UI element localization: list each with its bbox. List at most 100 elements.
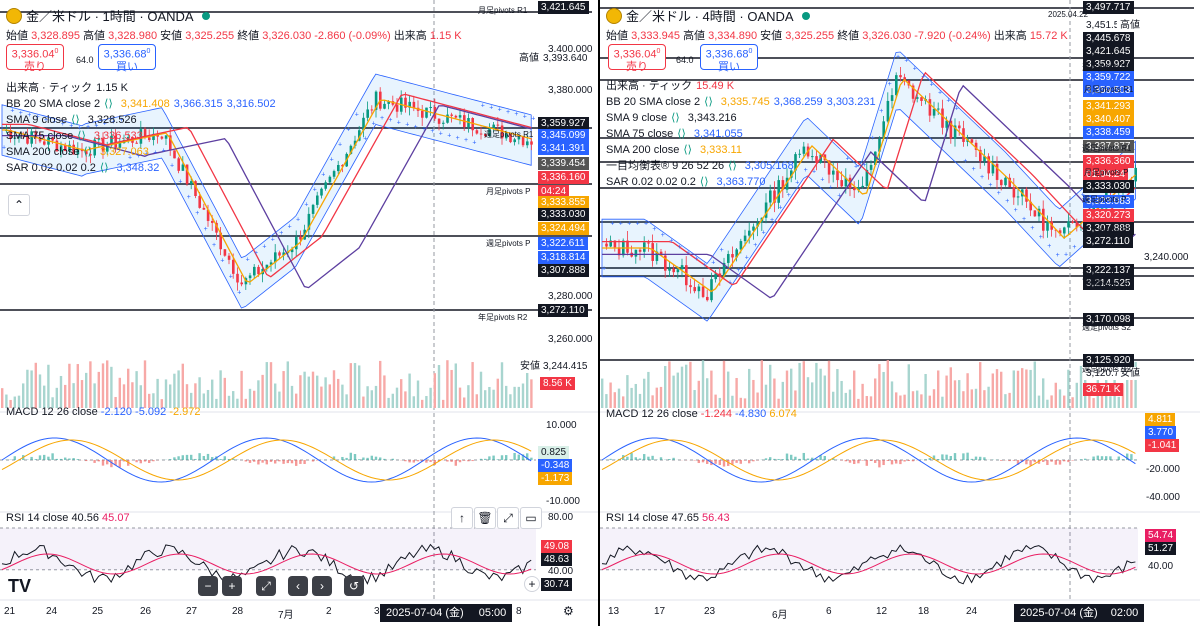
legend-row[interactable]: SAR 0.02 0.02 0.2 ⟨⟩ 3,363.770 bbox=[606, 174, 876, 190]
macd-histogram-bar bbox=[85, 460, 88, 462]
macd-axis-bottom: -10.000 bbox=[546, 496, 580, 507]
buy-button[interactable]: 3,336.680 買い bbox=[98, 44, 156, 73]
sell-button[interactable]: 3,336.040 売り bbox=[6, 44, 64, 73]
candle-body bbox=[509, 133, 512, 143]
macd-histogram-bar bbox=[463, 460, 466, 461]
time-axis-label: 7月 bbox=[278, 610, 294, 621]
candle-body bbox=[886, 100, 890, 122]
price-chart-4h[interactable]: + + + + + + + + + + + + + + + + + + + + + + + + + + + + + + + + + + + + + + + +… bbox=[600, 0, 1200, 626]
price-tag: 3,272.110 bbox=[538, 304, 588, 317]
macd-histogram-bar bbox=[47, 456, 50, 460]
collapse-legend-button[interactable]: ⌃ bbox=[8, 194, 30, 216]
eye-icon[interactable]: ⟨⟩ bbox=[699, 176, 709, 188]
candle-body bbox=[991, 163, 995, 174]
add-icon[interactable]: + bbox=[524, 576, 540, 592]
legend-row[interactable]: 一目均衡表® 9 26 52 26 ⟨⟩ 3,305.168 bbox=[606, 158, 876, 174]
zoom-in-button[interactable]: + bbox=[222, 576, 242, 596]
candle-body bbox=[219, 232, 222, 250]
volume-bar bbox=[643, 378, 646, 408]
macd-label: MACD 12 26 close bbox=[606, 408, 698, 420]
price-chart-1h[interactable]: + + + + + + + + + + + + + + + + + + + + + + + + + + + + + + + + + + + + + + + +… bbox=[0, 0, 598, 626]
candle-body bbox=[638, 249, 642, 252]
macd-histogram-bar bbox=[1008, 460, 1011, 462]
more-options-icon[interactable]: ▭ bbox=[520, 507, 542, 529]
rsi-ma-value: 45.07 bbox=[102, 512, 130, 524]
volume-bar bbox=[55, 387, 58, 408]
chart-pane-4h[interactable]: + + + + + + + + + + + + + + + + + + + + + + + + + + + + + + + + + + + + + + + +… bbox=[600, 0, 1200, 626]
macd-histogram-bar bbox=[886, 460, 889, 461]
rsi-value: 40.56 bbox=[71, 512, 99, 524]
open-label: 始値 bbox=[606, 30, 628, 42]
legend-row[interactable]: SMA 200 close ⟨⟩ 3,327.063 bbox=[6, 144, 276, 160]
legend-row[interactable]: SMA 75 close ⟨⟩ 3,336.533 bbox=[6, 128, 276, 144]
legend-row[interactable]: SAR 0.02 0.02 0.2 ⟨⟩ 3,348.32 bbox=[6, 160, 276, 176]
candle-body bbox=[337, 164, 340, 172]
macd-histogram-bar bbox=[1096, 455, 1099, 460]
legend-row-value: 3,316.502 bbox=[226, 98, 276, 110]
delete-pane-icon[interactable]: 🗑 bbox=[474, 507, 496, 529]
eye-icon[interactable]: ⟨⟩ bbox=[704, 96, 713, 108]
eye-icon[interactable]: ⟨⟩ bbox=[99, 162, 109, 174]
volume-bar bbox=[206, 389, 210, 408]
scroll-left-button[interactable]: ‹ bbox=[288, 576, 308, 596]
sar-marker: + bbox=[313, 186, 317, 193]
eye-icon[interactable]: ⟨⟩ bbox=[104, 98, 113, 110]
legend-row-value: 3,348.32 bbox=[116, 162, 160, 174]
candle-body bbox=[655, 251, 659, 261]
macd-histogram-bar bbox=[530, 457, 533, 460]
legend-row[interactable]: SMA 9 close ⟨⟩ 3,328.526 bbox=[6, 112, 276, 128]
candle-body bbox=[240, 282, 243, 285]
price-tag: 3,125.920 bbox=[1083, 354, 1134, 367]
chart-pane-1h[interactable]: + + + + + + + + + + + + + + + + + + + + + + + + + + + + + + + + + + + + + + + +… bbox=[0, 0, 600, 626]
macd-histogram-bar bbox=[1054, 460, 1057, 465]
sar-marker: + bbox=[963, 158, 967, 165]
sar-marker: + bbox=[879, 108, 883, 115]
legend-row[interactable]: BB 20 SMA close 2 ⟨⟩ 3,341.408 3,366.315 3,3… bbox=[6, 96, 276, 112]
macd-histogram-bar bbox=[101, 460, 105, 466]
bollinger-band bbox=[1, 73, 532, 309]
eye-icon[interactable]: ⟨⟩ bbox=[71, 114, 80, 126]
eye-icon[interactable]: ⟨⟩ bbox=[728, 160, 737, 172]
price-axis-label: 3,240.000 bbox=[1144, 252, 1189, 263]
legend-row-value: 3,327.063 bbox=[99, 146, 149, 158]
maximize-pane-icon[interactable]: ⤢ bbox=[497, 507, 519, 529]
legend-row[interactable]: BB 20 SMA close 2 ⟨⟩ 3,335.745 3,368.259 3,3… bbox=[606, 94, 876, 110]
rsi-axis-bottom: 40.00 bbox=[548, 566, 574, 577]
candle-body bbox=[777, 180, 780, 203]
move-up-button[interactable]: ↑ bbox=[451, 507, 473, 529]
eye-icon[interactable]: ⟨⟩ bbox=[671, 112, 680, 124]
eye-icon[interactable]: ⟨⟩ bbox=[77, 130, 86, 142]
legend-row[interactable]: 出来高 · ティック 1.15 K bbox=[6, 80, 276, 96]
legend-row[interactable]: SMA 75 close ⟨⟩ 3,341.055 bbox=[606, 126, 876, 142]
price-tag: 3,340.407 bbox=[1083, 113, 1134, 126]
macd-histogram-bar bbox=[1100, 456, 1104, 460]
scroll-right-button[interactable]: › bbox=[312, 576, 332, 596]
candle-body bbox=[341, 164, 344, 167]
sell-button[interactable]: 3,336.040 売り bbox=[608, 44, 666, 73]
macd-histogram-bar bbox=[227, 459, 231, 460]
zoom-out-button[interactable]: − bbox=[198, 576, 218, 596]
legend-row[interactable]: SMA 200 close ⟨⟩ 3,333.11 bbox=[606, 142, 876, 158]
legend-row-value: 15.49 K bbox=[696, 80, 735, 92]
volume-bar bbox=[815, 362, 818, 408]
price-tag: 3,307.888 bbox=[1083, 222, 1134, 235]
volume-bar bbox=[899, 395, 902, 408]
buy-button[interactable]: 3,336.680 買い bbox=[700, 44, 758, 73]
volume-bar bbox=[731, 395, 734, 408]
eye-icon[interactable]: ⟨⟩ bbox=[83, 146, 92, 158]
settings-gear-icon[interactable]: ⚙ bbox=[563, 604, 574, 618]
eye-icon[interactable]: ⟨⟩ bbox=[677, 128, 686, 140]
reset-view-icon[interactable]: ⤢ bbox=[256, 576, 276, 596]
candle-body bbox=[995, 163, 999, 180]
macd-histogram-bar bbox=[358, 459, 361, 460]
eye-icon[interactable]: ⟨⟩ bbox=[683, 144, 692, 156]
price-tag: 3,445.678 bbox=[1083, 32, 1134, 45]
reset-chart-icon[interactable]: ↺ bbox=[344, 576, 364, 596]
candle-body bbox=[932, 108, 936, 116]
macd-axis-1: -20.000 bbox=[1146, 464, 1180, 475]
pivot-label: 週足pivots R1 bbox=[1082, 144, 1132, 153]
pivot-label: 週足pivots S1 bbox=[1082, 272, 1131, 281]
legend-row[interactable]: SMA 9 close ⟨⟩ 3,343.216 bbox=[606, 110, 876, 126]
legend-row[interactable]: 出来高 · ティック 15.49 K bbox=[606, 78, 876, 94]
macd-histogram-bar bbox=[769, 457, 772, 460]
